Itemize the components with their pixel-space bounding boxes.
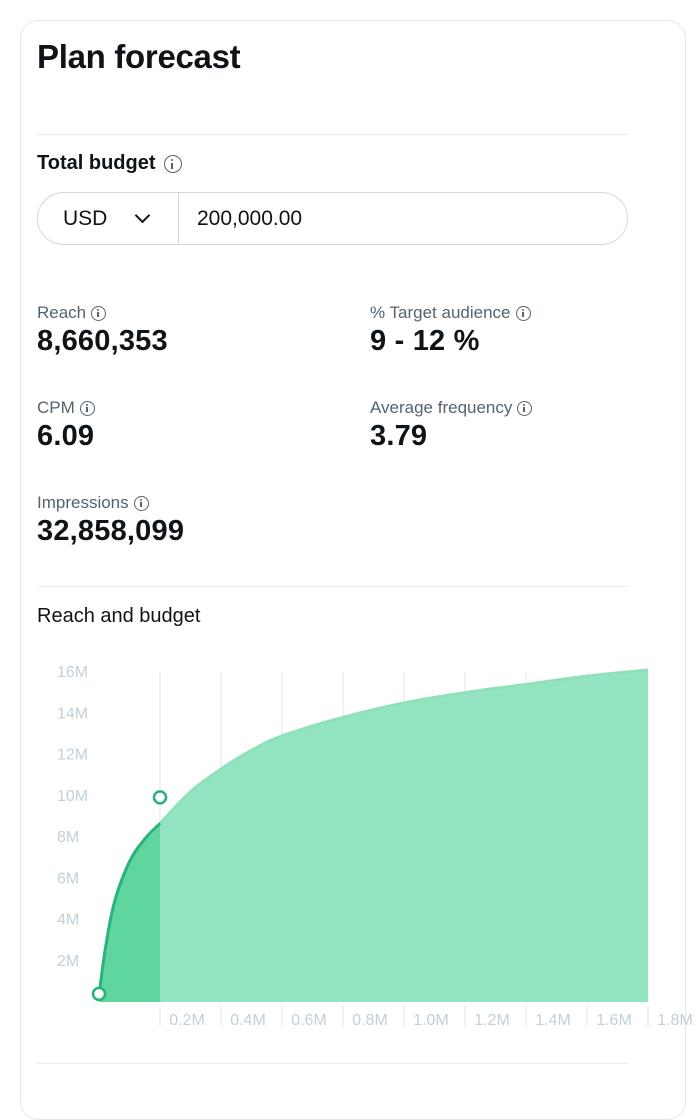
currency-select[interactable]: USD (38, 193, 179, 244)
y-tick-label: 16M (57, 664, 88, 681)
info-icon[interactable] (133, 495, 149, 511)
panel-title: Plan forecast (37, 38, 241, 75)
y-tick-label: 8M (57, 829, 79, 846)
metric-value: 6.09 (37, 420, 95, 452)
x-tick-label: 1.0M (413, 1012, 449, 1029)
info-icon[interactable] (79, 400, 95, 416)
x-tick-label: 0.4M (230, 1012, 266, 1029)
x-tick-label: 0.8M (352, 1012, 388, 1029)
currency-value: USD (63, 206, 108, 230)
info-icon[interactable] (163, 154, 182, 173)
metric-reach: Reach 8,660,353 (37, 303, 168, 358)
metric-impressions: Impressions 32,858,099 (37, 493, 184, 548)
chart-points (91, 790, 168, 1002)
y-axis-ticks: 2M 4M 6M 8M 10M 12M 14M 16M (57, 664, 88, 970)
x-tick-label: 1.8M (657, 1012, 693, 1029)
metric-label: % Target audience (370, 303, 511, 322)
x-tick-label: 1.2M (474, 1012, 510, 1029)
info-icon[interactable] (515, 305, 531, 321)
selected-budget-point[interactable] (152, 790, 168, 805)
y-tick-label: 12M (57, 747, 88, 764)
y-tick-label: 14M (57, 705, 88, 722)
budget-input-group: USD (37, 192, 628, 245)
y-tick-label: 2M (57, 953, 79, 970)
x-tick-label: 0.6M (291, 1012, 327, 1029)
y-tick-label: 6M (57, 870, 79, 887)
x-tick-label: 0.2M (169, 1012, 205, 1029)
y-tick-label: 4M (57, 912, 79, 929)
x-axis-ticks: 0.2M 0.4M 0.6M 0.8M 1.0M 1.2M 1.4M 1.6M 1.8M (159, 1006, 693, 1029)
y-tick-label: 10M (57, 788, 88, 805)
metric-average-frequency: Average frequency 3.79 (370, 398, 533, 453)
info-icon[interactable] (517, 400, 533, 416)
selected-budget-area (99, 823, 160, 1002)
reach-area (99, 669, 648, 1002)
divider (37, 1063, 628, 1064)
metric-label: Reach (37, 303, 87, 322)
selected-curve-line (97, 822, 162, 997)
metric-value: 8,660,353 (37, 325, 168, 357)
metric-cpm: CPM 6.09 (37, 398, 95, 453)
info-icon[interactable] (91, 305, 107, 321)
x-tick-label: 1.6M (596, 1012, 632, 1029)
metric-label: Impressions (37, 493, 129, 512)
chart-title: Reach and budget (37, 605, 201, 627)
reach-budget-chart: 2M 4M 6M 8M 10M 12M 14M 16M 0.2M 0.4M 0.6M 0.8M 1.0… (57, 664, 693, 1029)
metric-target-audience: % Target audience 9 - 12 % (370, 303, 531, 358)
start-point (91, 986, 107, 1002)
metric-value: 9 - 12 % (370, 325, 480, 357)
metric-value: 32,858,099 (37, 515, 185, 547)
metric-value: 3.79 (370, 420, 428, 452)
divider (37, 586, 628, 587)
budget-amount-input[interactable] (179, 205, 579, 232)
metric-label: Average frequency (370, 398, 513, 417)
divider (37, 134, 628, 135)
budget-label: Total budget (37, 152, 156, 174)
x-tick-label: 1.4M (535, 1012, 571, 1029)
budget-label-row: Total budget (37, 152, 182, 175)
metric-label: CPM (37, 398, 75, 417)
